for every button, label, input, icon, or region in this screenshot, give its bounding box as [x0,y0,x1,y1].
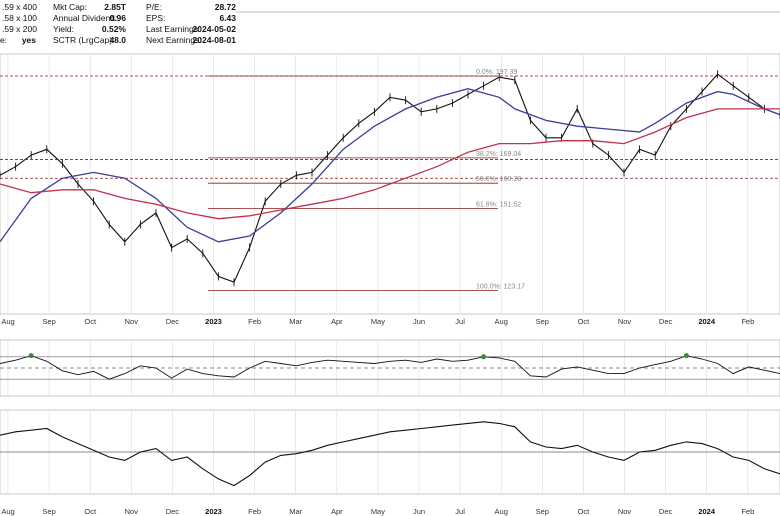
x-tick-label-price-6: Feb [248,317,261,326]
price-levels [0,75,780,179]
x-tick-label-price-14: Oct [578,317,591,326]
quote-line-0: .59 x 400 [2,2,37,12]
earn-value-3: 2024-08-01 [193,35,237,45]
x-tick-label-price-2: Oct [84,317,97,326]
rsi-panel [0,339,780,397]
x-tick-label-price-5: 2023 [205,317,222,326]
x-tick-label-price-8: Apr [331,317,343,326]
x-tick-label-indicator-3: Nov [125,507,139,516]
rsi-indicator [0,353,780,380]
x-tick-label-price-11: Jul [455,317,465,326]
x-tick-label-indicator-2: Oct [84,507,97,516]
x-tick-label-indicator-10: Jun [413,507,425,516]
x-tick-label-price-15: Nov [618,317,632,326]
x-tick-label-indicator-17: 2024 [698,507,716,516]
x-tick-label-indicator-8: Apr [331,507,343,516]
x-tick-label-price-10: Jun [413,317,425,326]
x-tick-label-indicator-4: Dec [166,507,180,516]
earn-value-1: 6.43 [219,13,236,23]
earn-value-2: 2024-05-02 [193,24,237,34]
x-axis-indicator: Aug Sep Oct Nov Dec 2023 Feb Mar Apr May Jun Jul Aug… [1,507,754,516]
fib-label-3: 61.8%: 151.52 [476,201,521,208]
rsi-overbought-31 [481,354,487,360]
x-tick-label-price-12: Aug [495,317,508,326]
x-tick-label-indicator-1: Sep [42,507,55,516]
fibonacci-retracement: 0.0%: 197.39 38.2%: 169.04 50.0%: 160.28 61… [208,69,525,291]
x-tick-label-indicator-12: Aug [495,507,508,516]
rsi-overbought-2 [28,353,34,359]
fundamentals-column: Mkt Cap: 2.85T Annual Dividend: 0.96 Yie… [53,2,127,45]
x-tick-label-price-4: Dec [166,317,180,326]
x-tick-label-price-13: Sep [536,317,549,326]
x-tick-label-indicator-0: Aug [1,507,14,516]
fund-label-3: SCTR (LrgCap): [53,35,114,45]
pmo-panel [0,409,780,495]
earn-label-3: Next Earnings: [146,35,202,45]
x-tick-label-indicator-11: Jul [455,507,465,516]
fund-value-2: 0.52% [102,24,127,34]
vertical-gridlines [7,54,749,494]
pmo-line [0,421,780,487]
price-panel [0,53,780,315]
earn-label-1: EPS: [146,13,165,23]
price-series [0,70,780,287]
x-tick-label-indicator-5: 2023 [205,507,222,516]
x-tick-label-price-0: Aug [1,317,14,326]
rsi-overbought-44 [683,353,689,359]
fib-label-4: 100.0%: 123.17 [476,283,525,290]
rsi-line [0,355,780,380]
series-line-ma_short [0,88,780,243]
momentum-indicator [0,421,780,487]
x-tick-label-price-9: May [371,317,385,326]
fund-value-3: 48.0 [109,35,126,45]
x-tick-label-price-1: Sep [42,317,55,326]
x-tick-label-indicator-9: May [371,507,385,516]
x-tick-label-price-3: Nov [125,317,139,326]
x-tick-label-price-18: Feb [741,317,754,326]
quote-column: .59 x 400 .58 x 100 .59 x 200 e: yes [0,2,37,45]
fib-label-2: 50.0%: 160.28 [476,176,521,183]
x-tick-label-indicator-15: Nov [618,507,632,516]
earnings-column: P/E: 28.72 EPS: 6.43 Last Earnings: 2024… [146,2,236,45]
series-line-ma_long [0,108,780,220]
quote-line-3-value: yes [22,35,36,45]
earn-label-2: Last Earnings: [146,24,200,34]
quote-line-2: .59 x 200 [2,24,37,34]
x-tick-label-price-17: 2024 [698,317,716,326]
fund-label-1: Annual Dividend: [53,13,117,23]
fund-value-0: 2.85T [104,2,127,12]
x-tick-label-price-16: Dec [659,317,673,326]
x-tick-label-indicator-18: Feb [741,507,754,516]
x-tick-label-indicator-16: Dec [659,507,673,516]
quote-header: .59 x 400 .58 x 100 .59 x 200 e: yes Mkt… [0,2,236,45]
fund-label-2: Yield: [53,24,74,34]
x-tick-label-indicator-13: Sep [536,507,549,516]
x-axis-price: Aug Sep Oct Nov Dec 2023 Feb Mar Apr May Jun Jul Aug… [1,317,754,326]
fib-label-0: 0.0%: 197.39 [476,69,517,76]
fund-value-1: 0.96 [109,13,126,23]
fund-label-0: Mkt Cap: [53,2,87,12]
earn-label-0: P/E: [146,2,162,12]
x-tick-label-indicator-6: Feb [248,507,261,516]
earn-value-0: 28.72 [215,2,237,12]
x-tick-label-indicator-7: Mar [289,507,302,516]
x-tick-label-price-7: Mar [289,317,302,326]
quote-line-1: .58 x 100 [2,13,37,23]
x-tick-label-indicator-14: Oct [578,507,591,516]
fib-label-1: 38.2%: 169.04 [476,151,521,158]
quote-line-3-label: e: [0,35,7,45]
